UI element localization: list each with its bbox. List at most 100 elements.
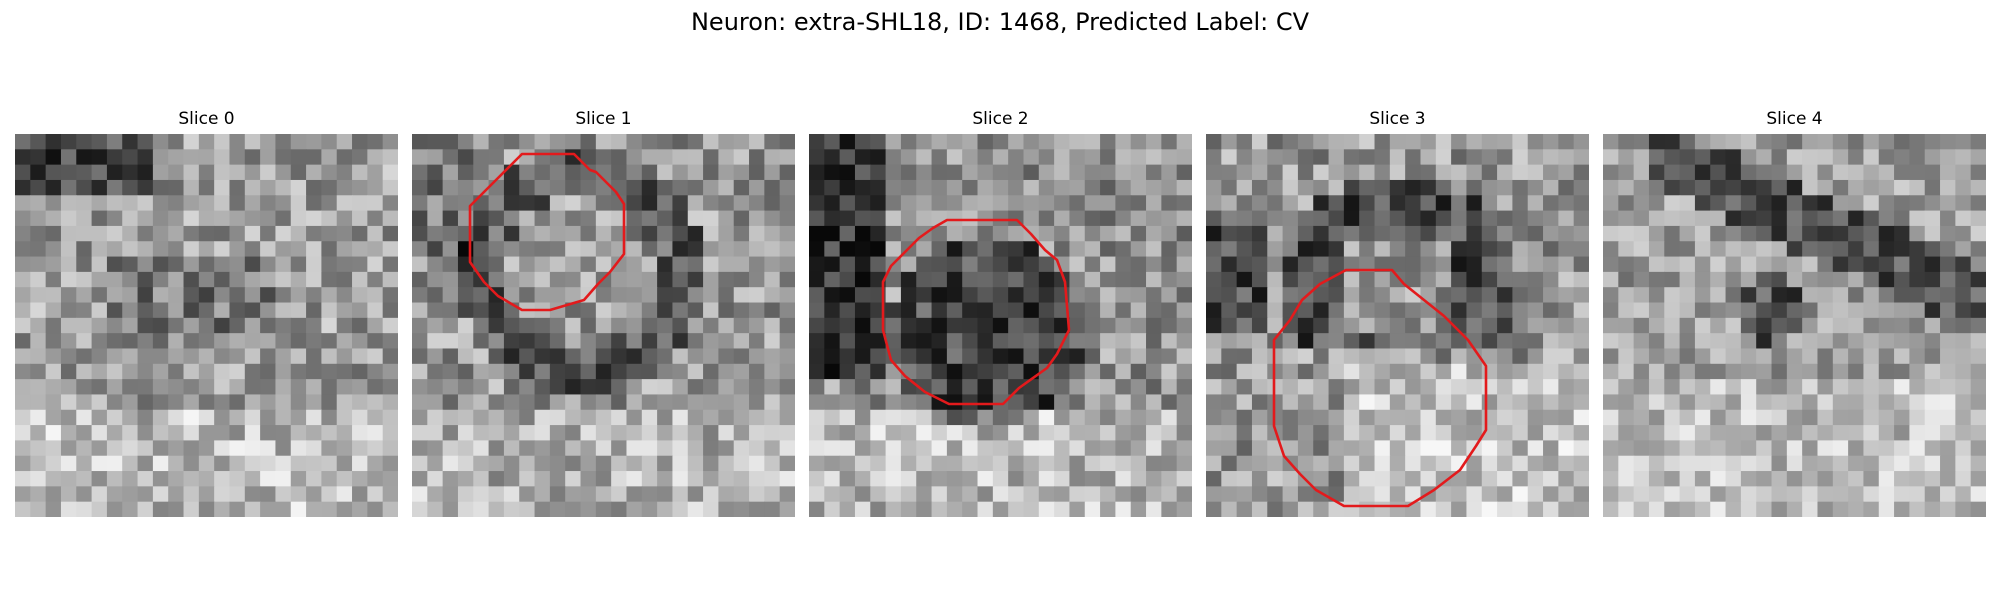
pixel-cell (580, 348, 597, 365)
pixel-cell (412, 363, 428, 380)
pixel-cell (885, 302, 902, 319)
pixel-cell (367, 317, 384, 334)
pixel-cell (229, 486, 246, 503)
pixel-cell (306, 486, 322, 503)
pixel-cell (1008, 363, 1025, 380)
pixel-cell (1863, 149, 1880, 166)
pixel-cell (1328, 134, 1345, 150)
pixel-cell (1313, 271, 1330, 288)
pixel-cell (1725, 134, 1742, 150)
pixel-cell (1955, 302, 1972, 319)
pixel-cell (870, 394, 887, 411)
pixel-cell (1725, 271, 1742, 288)
pixel-cell (1481, 225, 1498, 242)
pixel-cell (1282, 256, 1299, 273)
pixel-cell (1786, 256, 1803, 273)
pixel-cell (1328, 333, 1345, 350)
pixel-cell (1038, 164, 1055, 181)
pixel-cell (1023, 348, 1040, 365)
pixel-cell (1694, 425, 1711, 441)
pixel-cell (1909, 501, 1926, 517)
pixel-cell (611, 134, 628, 150)
pixel-cell (672, 440, 689, 457)
pixel-cell (1451, 425, 1468, 441)
pixel-cell (565, 210, 582, 227)
pixel-cell (1084, 455, 1101, 472)
pixel-cell (1527, 134, 1544, 150)
pixel-cell (1527, 179, 1544, 196)
pixel-cell (1955, 409, 1972, 426)
pixel-cell (1100, 486, 1116, 503)
pixel-cell (76, 195, 93, 212)
pixel-cell (1069, 363, 1086, 380)
pixel-cell (244, 317, 261, 334)
pixel-cell (412, 394, 428, 411)
pixel-cell (1115, 225, 1132, 242)
pixel-cell (321, 271, 338, 288)
pixel-cell (275, 302, 292, 319)
pixel-cell (1008, 471, 1025, 487)
pixel-cell (1955, 440, 1972, 457)
pixel-cell (1633, 287, 1650, 304)
pixel-cell (1802, 302, 1819, 319)
pixel-cell (168, 425, 185, 441)
pixel-cell (626, 241, 643, 258)
pixel-cell (1389, 317, 1406, 334)
pixel-cell (321, 379, 338, 396)
pixel-cell (931, 379, 948, 396)
pixel-cell (244, 241, 261, 258)
pixel-cell (106, 317, 123, 334)
pixel-cell (290, 348, 307, 365)
pixel-cell (122, 164, 139, 181)
pixel-cell (611, 271, 628, 288)
pixel-cell (1694, 271, 1711, 288)
pixel-cell (946, 394, 963, 411)
pixel-cell (931, 271, 948, 288)
pixel-cell (962, 486, 979, 503)
pixel-cell (1648, 210, 1665, 227)
pixel-cell (1664, 241, 1681, 258)
pixel-cell (1740, 409, 1757, 426)
pixel-cell (1543, 302, 1559, 319)
pixel-cell (1038, 409, 1055, 426)
pixel-cell (1817, 486, 1834, 503)
pixel-cell (672, 409, 689, 426)
pixel-cell (1771, 164, 1788, 181)
slice-3-image (1206, 134, 1589, 517)
pixel-cell (214, 455, 231, 472)
pixel-cell (1543, 440, 1559, 457)
pixel-cell (91, 455, 108, 472)
pixel-cell (1069, 486, 1086, 503)
pixel-cell (336, 501, 353, 517)
pixel-cell (779, 348, 795, 365)
pixel-cell (1527, 440, 1544, 457)
pixel-cell (764, 455, 781, 472)
pixel-cell (672, 394, 689, 411)
pixel-cell (687, 471, 704, 487)
pixel-cell (779, 440, 795, 457)
pixel-cell (718, 134, 735, 150)
pixel-cell (1343, 486, 1360, 503)
pixel-cell (260, 409, 277, 426)
pixel-cell (1206, 271, 1222, 288)
pixel-cell (1374, 440, 1391, 457)
pixel-cell (1802, 333, 1819, 350)
pixel-cell (1786, 164, 1803, 181)
pixel-cell (549, 409, 566, 426)
pixel-cell (839, 409, 856, 426)
pixel-cell (1694, 363, 1711, 380)
pixel-cell (870, 440, 887, 457)
pixel-cell (275, 348, 292, 365)
pixel-cell (626, 225, 643, 242)
pixel-cell (1740, 394, 1757, 411)
pixel-cell (488, 455, 505, 472)
pixel-cell (1146, 379, 1162, 396)
pixel-cell (1115, 348, 1132, 365)
pixel-cell (1221, 287, 1238, 304)
pixel-cell (718, 471, 735, 487)
pixel-cell (1251, 287, 1268, 304)
pixel-cell (657, 409, 674, 426)
pixel-cell (657, 164, 674, 181)
pixel-cell (1618, 409, 1635, 426)
pixel-cell (1909, 333, 1926, 350)
